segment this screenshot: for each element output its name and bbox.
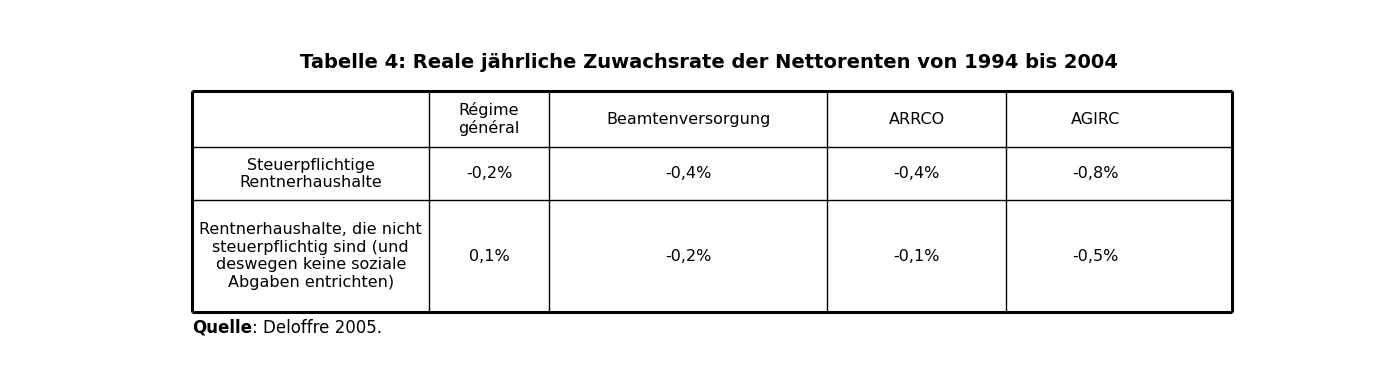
- Text: AGIRC: AGIRC: [1070, 112, 1120, 127]
- Text: 0,1%: 0,1%: [469, 249, 509, 264]
- Text: -0,5%: -0,5%: [1072, 249, 1119, 264]
- Text: Régime
général: Régime général: [458, 102, 520, 136]
- Text: Steuerpflichtige
Rentnerhaushalte: Steuerpflichtige Rentnerhaushalte: [239, 158, 382, 190]
- Text: : Deloffre 2005.: : Deloffre 2005.: [252, 319, 382, 337]
- Text: -0,2%: -0,2%: [665, 249, 711, 264]
- Text: -0,1%: -0,1%: [893, 249, 940, 264]
- Text: Tabelle 4: Reale jährliche Zuwachsrate der Nettorenten von 1994 bis 2004: Tabelle 4: Reale jährliche Zuwachsrate d…: [300, 53, 1117, 72]
- Text: Beamtenversorgung: Beamtenversorgung: [606, 112, 770, 127]
- Text: ARRCO: ARRCO: [889, 112, 945, 127]
- Text: -0,4%: -0,4%: [893, 166, 940, 181]
- Text: Quelle: Quelle: [192, 319, 252, 337]
- Text: -0,8%: -0,8%: [1072, 166, 1119, 181]
- Text: -0,4%: -0,4%: [665, 166, 711, 181]
- Text: Rentnerhaushalte, die nicht
steuerpflichtig sind (und
deswegen keine soziale
Abg: Rentnerhaushalte, die nicht steuerpflich…: [199, 222, 422, 290]
- Text: -0,2%: -0,2%: [466, 166, 512, 181]
